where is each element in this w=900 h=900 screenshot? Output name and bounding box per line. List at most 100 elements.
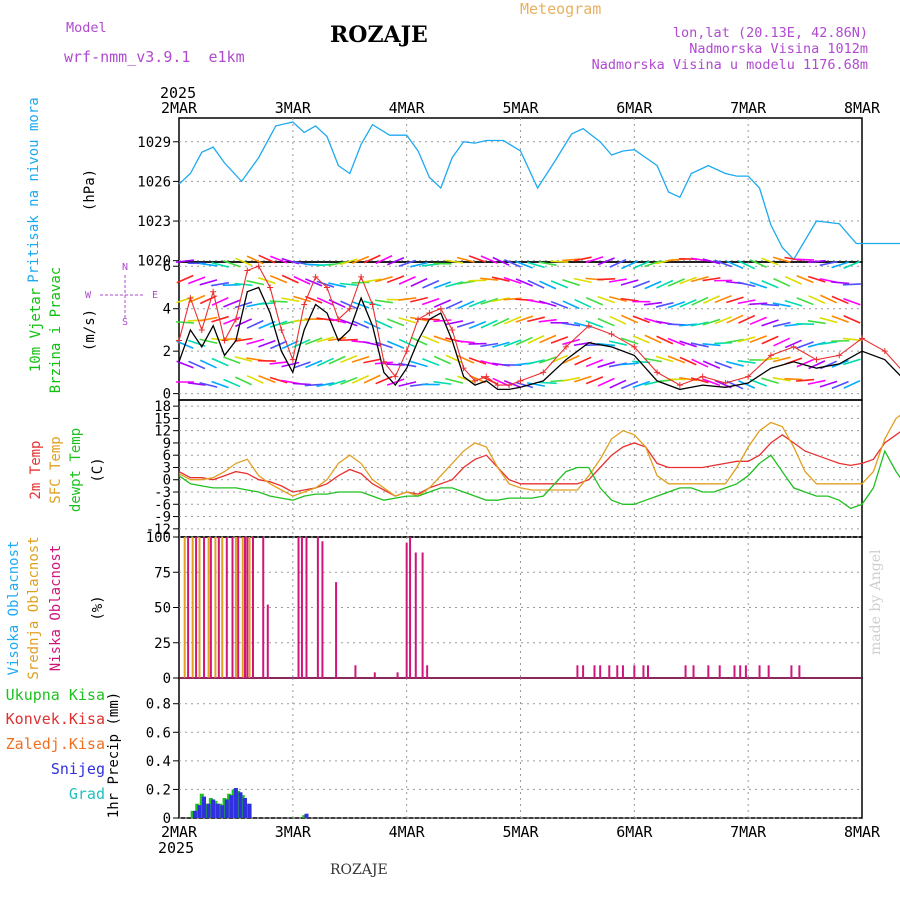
wind-barb — [503, 297, 522, 301]
precip-bar — [211, 799, 216, 818]
wind-barb — [246, 338, 265, 345]
wind-barb — [726, 296, 744, 304]
wind-barb — [597, 278, 616, 281]
pressure-line — [178, 121, 900, 261]
wind-barb — [363, 358, 382, 364]
low-cloud-label: Niska Oblacnost — [48, 545, 64, 671]
wind-barb — [749, 335, 767, 344]
y-tick-label: 0 — [163, 671, 171, 687]
y-tick-label: 0.4 — [146, 754, 171, 770]
wind-barb — [702, 378, 721, 387]
y-tick-label: 0.8 — [146, 697, 171, 713]
wind-barb — [807, 259, 826, 264]
wind-barb — [714, 259, 732, 268]
wind-barb — [504, 258, 522, 268]
wind-barb — [749, 302, 768, 306]
wind-barb — [679, 356, 697, 366]
gust-marker — [232, 316, 239, 323]
coords-label: lon,lat (20.13E, 42.86N) — [672, 25, 868, 41]
wind-barb — [702, 295, 721, 305]
wind-barb — [234, 257, 253, 267]
x-tick-label-top: 5MAR — [502, 99, 539, 117]
gust-marker — [198, 326, 205, 333]
y-tick-label: 18 — [154, 399, 171, 415]
y-tick-label: 4 — [163, 302, 171, 318]
wind-barb — [843, 298, 861, 306]
precip-bar — [202, 796, 207, 818]
wind-barb — [749, 281, 768, 289]
wind-barb — [609, 379, 627, 389]
wind-barb — [340, 354, 358, 364]
gust-marker — [369, 301, 376, 308]
wind-barb — [562, 354, 580, 364]
wind-barb — [246, 279, 265, 286]
wind-barb — [340, 376, 358, 385]
wind-barb — [293, 275, 311, 285]
wind-barb — [375, 255, 393, 265]
wind-barb — [433, 299, 451, 308]
wind-barb — [339, 338, 358, 342]
wind-barb — [234, 301, 253, 309]
wind-barb — [656, 335, 674, 345]
wind-barb — [527, 279, 545, 289]
wind-barb — [504, 316, 522, 325]
precip-bar — [231, 789, 236, 818]
wind-barb — [819, 380, 838, 388]
wind-barb — [585, 376, 604, 385]
wind-barb — [690, 377, 709, 384]
wind-barb — [667, 300, 686, 309]
precip-bar — [206, 803, 211, 818]
wind-barb — [328, 317, 347, 324]
wind-barb — [234, 318, 253, 328]
wind-barb — [340, 318, 358, 327]
wind-barb — [398, 338, 416, 348]
wind-barb — [784, 275, 802, 285]
wind-barb — [351, 320, 370, 329]
wind-barb — [456, 280, 475, 285]
wind-barb — [211, 281, 230, 287]
y-tick-label: 3 — [163, 460, 171, 476]
wind-barb — [445, 259, 464, 264]
compass-n: N — [122, 262, 128, 273]
x-tick-label-bottom: 5MAR — [502, 823, 539, 841]
wind-barb — [608, 278, 627, 283]
wind-barb — [246, 255, 264, 265]
wind-barb — [690, 342, 709, 348]
wind-barb — [843, 314, 861, 324]
wind-barb — [351, 300, 370, 309]
wind-barb — [468, 255, 487, 263]
wind-barb — [597, 361, 616, 369]
wind-barb — [456, 320, 475, 328]
wind-barb — [199, 279, 218, 286]
wind-barb — [807, 341, 826, 348]
wind-barb — [433, 335, 452, 343]
wind-barb — [644, 259, 662, 268]
gust-marker — [278, 326, 285, 333]
wind-barb — [702, 360, 721, 369]
wind-barb — [773, 277, 791, 287]
wind-barb — [515, 336, 533, 346]
wind-barb — [585, 358, 604, 368]
precip-legend-item: Grad — [69, 785, 105, 803]
wind-barb — [328, 379, 346, 387]
wind-barb — [223, 259, 241, 268]
y-tick-label: 75 — [154, 565, 171, 581]
wind-barb — [702, 318, 721, 326]
wind-barb — [375, 276, 393, 283]
sfc-label: SFC Temp — [48, 436, 64, 503]
wind-barb — [831, 261, 850, 269]
wind-barb — [679, 276, 697, 285]
wind-barb — [772, 256, 791, 263]
wind-barb — [714, 316, 732, 325]
wind-barb — [527, 261, 545, 269]
wind-barb — [831, 380, 849, 390]
gust-marker — [494, 382, 501, 389]
wind-barb — [433, 319, 452, 323]
gust-marker — [540, 369, 547, 376]
wind-barb — [539, 280, 557, 290]
wind-barb — [199, 338, 218, 345]
wind-barb — [386, 378, 405, 386]
precip-bar — [245, 803, 250, 818]
gust-marker — [699, 373, 706, 380]
wind-barb — [608, 340, 627, 346]
